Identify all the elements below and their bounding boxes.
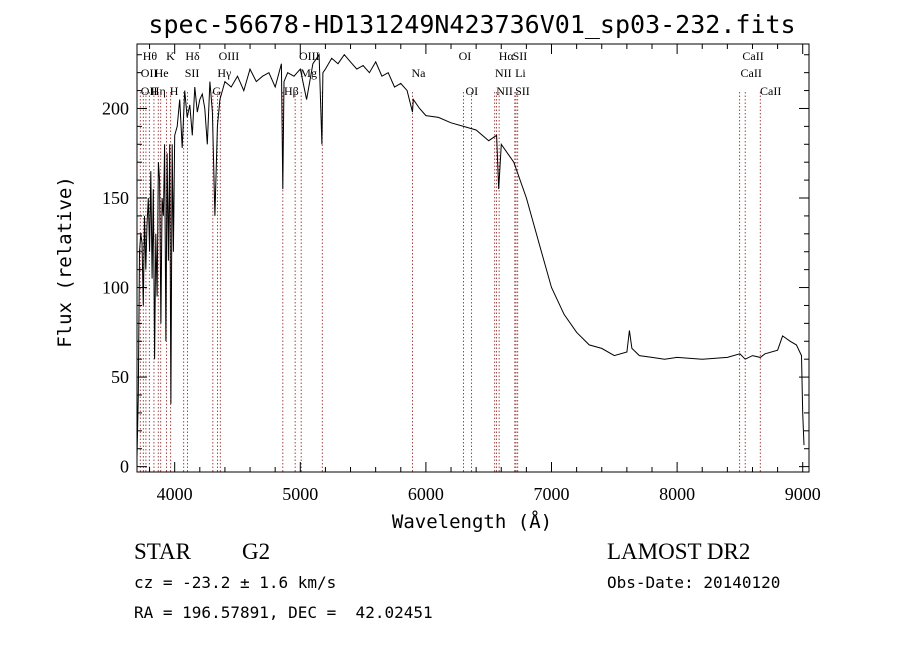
line-label: SII [513, 49, 528, 63]
spectrum-line [136, 53, 805, 458]
line-label: Hγ [217, 66, 232, 80]
line-label: CaII [760, 84, 781, 98]
line-label: Mg [300, 66, 317, 80]
x-axis-label: Wavelength (Å) [392, 510, 552, 533]
line-markers [139, 92, 761, 472]
chart-title: spec-56678-HD131249N423736V01_sp03-232.f… [148, 10, 795, 39]
y-tick-label: 50 [111, 367, 129, 387]
line-label: NII [496, 84, 513, 98]
line-label: CaII [741, 66, 762, 80]
coordinates-text: RA = 196.57891, DEC = 42.02451 [134, 603, 433, 622]
line-label: OI [459, 49, 472, 63]
line-label: SII [185, 66, 200, 80]
x-tick-label: 9000 [785, 484, 821, 504]
line-label: NII [495, 66, 512, 80]
plot-frame [136, 43, 810, 473]
line-label: SII [515, 84, 530, 98]
x-tick-label: 7000 [534, 484, 570, 504]
x-tick-label: 4000 [157, 484, 193, 504]
y-tick-label: 200 [102, 98, 129, 118]
line-label: Hα [499, 49, 515, 63]
line-label: OI [466, 84, 479, 98]
line-label: He [155, 66, 169, 80]
line-label: Hδ [185, 49, 200, 63]
y-tick-label: 150 [102, 188, 129, 208]
x-tick-label: 6000 [408, 484, 444, 504]
object-class: STAR [134, 539, 191, 564]
y-tick-label: 0 [120, 457, 129, 477]
line-label: OIII [219, 49, 240, 63]
line-label: Li [515, 66, 526, 80]
line-label: OII [141, 84, 158, 98]
line-label: Hβ [284, 84, 299, 98]
obs-date-text: Obs-Date: 20140120 [607, 573, 781, 592]
object-subclass: G2 [242, 539, 271, 564]
x-tick-label: 5000 [282, 484, 318, 504]
line-label: G [212, 84, 221, 98]
line-label: H [170, 84, 179, 98]
x-tick-label: 8000 [659, 484, 695, 504]
survey-name: LAMOST DR2 [607, 539, 751, 564]
redshift-text: cz = -23.2 ± 1.6 km/s [134, 573, 337, 592]
y-axis-label: Flux (relative) [54, 176, 76, 348]
line-label: OIII [299, 49, 320, 63]
axis-ticks: 4000 5000 6000 7000 8000 9000 0 50 100 150 200 [102, 44, 821, 504]
line-label: Hη [151, 84, 166, 98]
line-label: Na [412, 66, 427, 80]
line-label: Hθ [143, 49, 158, 63]
line-label: OII [141, 66, 158, 80]
line-label: K [166, 49, 175, 63]
y-tick-label: 100 [102, 278, 129, 298]
line-label: CaII [742, 49, 763, 63]
